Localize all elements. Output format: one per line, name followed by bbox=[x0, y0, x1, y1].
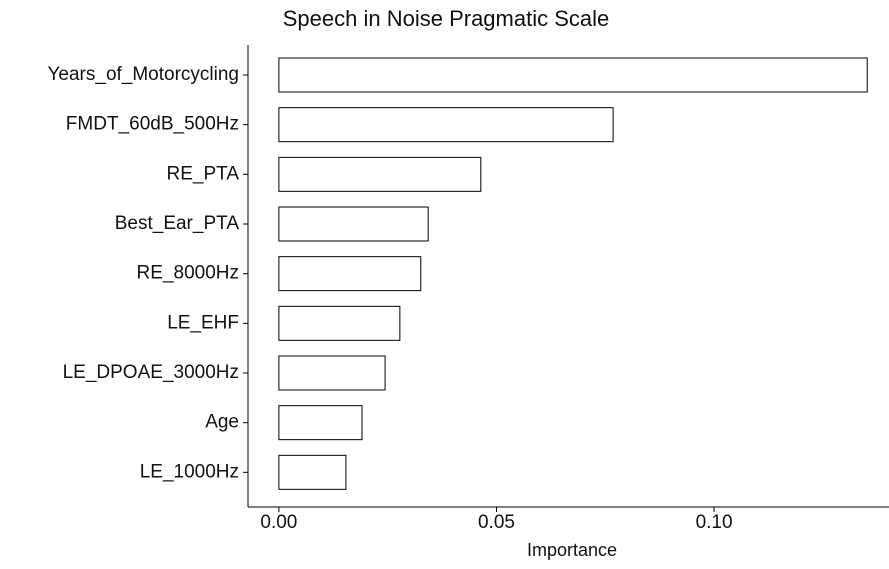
bar bbox=[278, 405, 363, 441]
bar bbox=[278, 305, 401, 341]
y-tick-label: RE_8000Hz bbox=[137, 263, 239, 284]
bar bbox=[278, 57, 868, 93]
bar bbox=[278, 256, 422, 292]
bar bbox=[278, 107, 614, 143]
bar bbox=[278, 156, 482, 192]
chart-title: Speech in Noise Pragmatic Scale bbox=[283, 6, 610, 31]
bar bbox=[278, 355, 386, 391]
y-tick-label: LE_DPOAE_3000Hz bbox=[63, 362, 239, 383]
bar bbox=[278, 206, 429, 242]
y-tick-label: RE_PTA bbox=[166, 163, 239, 184]
y-tick-label: Years_of_Motorcycling bbox=[47, 64, 239, 85]
y-tick-label: FMDT_60dB_500Hz bbox=[66, 114, 239, 135]
y-tick-label: LE_1000Hz bbox=[140, 461, 239, 482]
x-tick-label: 0.05 bbox=[478, 512, 515, 533]
y-tick-label: LE_EHF bbox=[167, 312, 239, 333]
y-tick-label: Age bbox=[205, 412, 239, 433]
x-tick-label: 0.10 bbox=[696, 512, 733, 533]
x-tick-label: 0.00 bbox=[260, 512, 297, 533]
bar bbox=[278, 454, 347, 490]
x-axis-label: Importance bbox=[527, 540, 617, 560]
y-tick-label: Best_Ear_PTA bbox=[115, 213, 240, 234]
